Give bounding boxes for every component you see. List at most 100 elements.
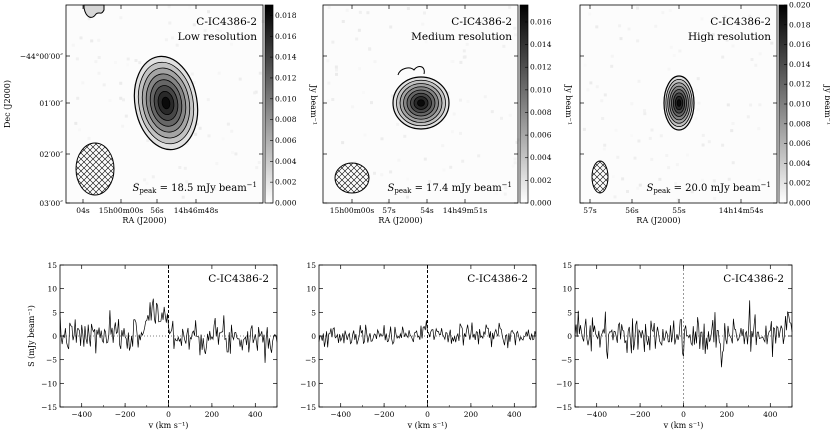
colorbar-label: Jy beam⁻¹ [309, 84, 318, 125]
map-noise [79, 36, 83, 40]
colorbar-tick-label: 0.012 [530, 63, 552, 72]
map-noise [108, 99, 112, 102]
map-noise [424, 40, 428, 44]
map-noise [459, 131, 462, 135]
map-noise [627, 27, 631, 31]
contour-extension [397, 66, 425, 76]
spectrum-source-label: C-IC4386-2 [208, 273, 269, 285]
map-noise [667, 166, 671, 170]
x-tick-label: 57s [583, 206, 597, 215]
colorbar-tick-label: 0.014 [789, 60, 811, 69]
beam-ellipse [591, 160, 609, 194]
map-noise [595, 25, 599, 29]
y-tick-label: 02′00″ [39, 150, 63, 159]
map-noise [668, 9, 672, 12]
map-noise [203, 29, 207, 33]
map-noise [396, 122, 400, 126]
x-tick-label: 200 [720, 410, 735, 419]
y-tick-label: 10 [562, 285, 572, 294]
y-tick-label: 10 [47, 285, 57, 294]
map-noise [758, 52, 762, 56]
peak-flux-label: Speak = 20.0 mJy beam−1 [647, 181, 772, 195]
y-tick-label: 15 [306, 261, 316, 270]
contour-blob [83, 4, 105, 18]
source-contour [161, 96, 171, 110]
map-noise [731, 122, 735, 125]
map-noise [700, 17, 704, 21]
map-noise [701, 178, 705, 182]
map-noise [423, 11, 426, 15]
map-noise [97, 56, 101, 59]
map-noise [353, 161, 357, 164]
map-noise [254, 90, 258, 94]
map-noise [421, 22, 425, 26]
map-noise [126, 57, 130, 61]
map-noise [614, 128, 618, 132]
map-noise [334, 65, 338, 69]
map-noise [175, 43, 179, 47]
map-noise [206, 98, 210, 102]
map-noise [218, 29, 222, 33]
x-tick-label: −400 [586, 410, 607, 419]
map-noise [195, 122, 199, 126]
map-noise [586, 88, 590, 92]
colorbar-tick-label: 0.006 [530, 131, 552, 140]
map-noise [363, 133, 367, 137]
map-noise [712, 179, 716, 183]
spectrum-source-label: C-IC4386-2 [467, 273, 528, 285]
map-noise [124, 114, 128, 118]
map-noise [335, 72, 338, 76]
map-noise [613, 195, 617, 199]
map-noise [694, 88, 698, 92]
colorbar [264, 4, 274, 204]
x-tick-label: 56s [625, 206, 639, 215]
x-axis-label: RA (J2000) [378, 216, 422, 225]
map-noise [696, 77, 700, 81]
map-noise [345, 8, 349, 12]
map-noise [583, 63, 587, 67]
map-panel-2: C-IC4386-2 Medium resolution Speak = 17.4 … [322, 4, 573, 225]
colorbar-tick-label: 0.010 [530, 85, 552, 94]
map-noise [138, 61, 142, 65]
colorbar-tick-label: 0.004 [275, 157, 297, 166]
map-noise [746, 115, 750, 119]
map-noise [480, 19, 484, 23]
map-noise [255, 166, 259, 170]
map-noise [511, 164, 515, 168]
source-emission [663, 75, 695, 131]
map-noise [459, 60, 463, 64]
map-noise [351, 105, 355, 109]
source-contour [417, 99, 425, 107]
map-noise [75, 57, 79, 61]
map-noise [650, 157, 654, 161]
colorbar-tick-label: 0.000 [789, 199, 811, 208]
map-noise [659, 134, 663, 138]
x-tick-label: 57s [382, 206, 396, 215]
source-contour [676, 99, 682, 107]
x-tick-label: 400 [248, 410, 263, 419]
colorbar-tick-label: 0.008 [789, 119, 811, 128]
colorbar-tick-label: 0.014 [530, 40, 552, 49]
map-noise [114, 61, 117, 65]
map-noise [697, 101, 701, 105]
map-noise [600, 99, 604, 103]
map-noise [442, 119, 446, 123]
map-noise [701, 143, 705, 147]
map-noise [151, 175, 155, 179]
map-noise [636, 186, 640, 190]
map-noise [97, 71, 101, 75]
map-noise [508, 5, 512, 9]
colorbar-tick-label: 0.002 [530, 176, 552, 185]
peak-flux-label: Speak = 18.5 mJy beam−1 [133, 181, 258, 195]
map-noise [90, 39, 94, 43]
map-noise [643, 109, 646, 113]
map-noise [464, 20, 468, 23]
map-noise [331, 40, 335, 44]
y-tick-label: −5 [46, 356, 57, 365]
map-noise [630, 134, 634, 138]
map-noise [637, 79, 641, 83]
y-tick-label: 15 [562, 261, 572, 270]
map-noise [452, 112, 456, 116]
x-tick-label: 15h00m00s [330, 206, 375, 215]
map-noise [643, 112, 647, 116]
